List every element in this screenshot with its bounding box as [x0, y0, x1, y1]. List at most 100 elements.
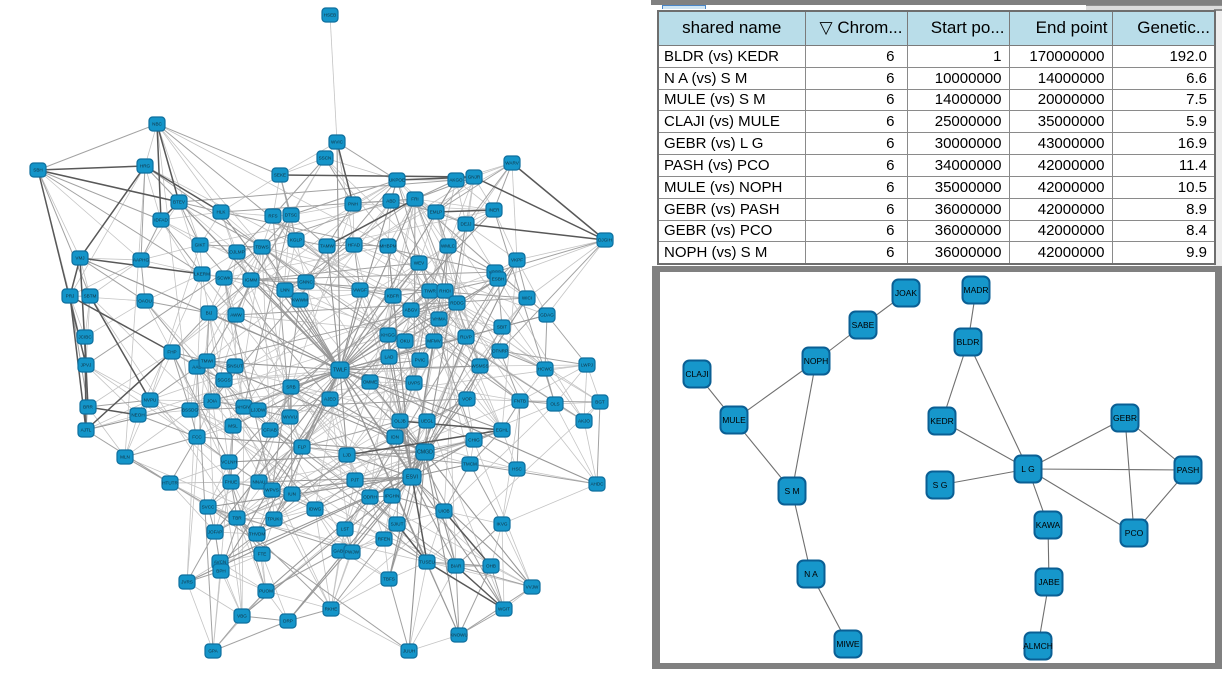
svg-text:BLDR: BLDR — [957, 337, 980, 347]
svg-text:TAMW: TAMW — [320, 244, 334, 249]
svg-text:SSCN: SSCN — [319, 156, 332, 161]
svg-text:OHB: OHB — [486, 564, 496, 569]
svg-text:UEGL: UEGL — [421, 419, 434, 424]
svg-text:LJJDW: LJJDW — [251, 408, 266, 413]
svg-text:PNH: PNH — [348, 202, 358, 207]
svg-text:EMLP: EMLP — [430, 210, 443, 215]
svg-text:HSEB: HSEB — [324, 13, 337, 18]
svg-text:WMLC: WMLC — [441, 244, 456, 249]
svg-text:HTUTR: HTUTR — [162, 481, 178, 486]
svg-text:FHUE: FHUE — [225, 480, 238, 485]
svg-text:JOIA: JOIA — [207, 399, 218, 404]
svg-text:FTE: FTE — [258, 552, 267, 557]
svg-text:AHGIW: AHGIW — [236, 405, 252, 410]
svg-text:FNTB: FNTB — [514, 399, 526, 404]
svg-text:UKPOE: UKPOE — [389, 178, 405, 183]
svg-text:MIWE: MIWE — [836, 639, 859, 649]
svg-text:OAOU: OAOU — [138, 299, 152, 304]
svg-text:JCIBC: JCIBC — [78, 335, 92, 340]
svg-text:INER: INER — [489, 208, 501, 213]
svg-text:RHOI: RHOI — [439, 289, 450, 294]
svg-text:OTNRP: OTNRP — [492, 349, 508, 354]
svg-text:L G: L G — [1021, 464, 1034, 474]
svg-text:MFMV: MFMV — [427, 339, 441, 344]
svg-text:RKHE: RKHE — [325, 607, 338, 612]
svg-text:VCLNH: VCLNH — [221, 460, 237, 465]
svg-text:KWWM: KWWM — [292, 298, 308, 303]
svg-text:PASH: PASH — [1177, 465, 1200, 475]
svg-text:KBFR: KBFR — [387, 294, 400, 299]
svg-text:N A: N A — [804, 569, 818, 579]
svg-text:GNNC: GNNC — [299, 280, 313, 285]
svg-text:MHBPM: MHBPM — [379, 244, 396, 249]
svg-text:IPGHN: IPGHN — [385, 494, 400, 499]
svg-text:TBR: TBR — [232, 516, 242, 521]
svg-text:GIKT: GIKT — [195, 243, 206, 248]
svg-text:SGGS: SGGS — [217, 378, 230, 383]
svg-text:AJTL: AJTL — [81, 428, 92, 433]
svg-text:EGHL: EGHL — [496, 428, 509, 433]
svg-text:AJEO: AJEO — [324, 397, 336, 402]
svg-text:OJLMP: OJLMP — [229, 250, 244, 255]
svg-text:FLP: FLP — [298, 445, 306, 450]
svg-text:VHMA: VHMA — [432, 317, 446, 322]
svg-text:UIOB: UIOB — [438, 509, 449, 514]
svg-text:OKU: OKU — [400, 339, 410, 344]
svg-text:PCO: PCO — [1125, 528, 1144, 538]
svg-text:KEDR: KEDR — [930, 416, 954, 426]
svg-text:PJT: PJT — [351, 478, 359, 483]
svg-text:PRJ: PRJ — [66, 294, 75, 299]
svg-text:BTEV: BTEV — [173, 200, 186, 205]
svg-text:TBWS: TBWS — [255, 245, 268, 250]
svg-text:WSMSS: WSMSS — [471, 364, 488, 369]
svg-text:NOPH: NOPH — [804, 356, 829, 366]
svg-text:IDFAD: IDFAD — [154, 218, 168, 223]
svg-text:CHIG: CHIG — [468, 438, 480, 443]
svg-text:KHGG: KHGG — [381, 333, 395, 338]
svg-text:TBFS: TBFS — [383, 577, 395, 582]
svg-text:LJD: LJD — [343, 453, 352, 458]
svg-text:OLS: OLS — [550, 402, 559, 407]
svg-text:MLN: MLN — [120, 455, 130, 460]
svg-text:VOP: VOP — [462, 397, 472, 402]
svg-text:SNSUT: SNSUT — [227, 364, 243, 369]
svg-text:SCWK: SCWK — [217, 276, 232, 281]
svg-text:ALMCH: ALMCH — [1023, 641, 1053, 651]
svg-text:AKGO: AKGO — [449, 178, 463, 183]
svg-text:LST: LST — [341, 527, 350, 532]
svg-text:JOAK: JOAK — [895, 288, 918, 298]
svg-text:ESBH: ESBH — [492, 277, 505, 282]
svg-text:JOFAP: JOFAP — [208, 530, 223, 535]
svg-text:CMGD: CMGD — [417, 450, 433, 456]
svg-text:WEV: WEV — [414, 261, 425, 266]
svg-text:HCWC: HCWC — [538, 367, 553, 372]
svg-text:NBC: NBC — [152, 122, 162, 127]
svg-text:LAD: LAD — [385, 355, 395, 360]
svg-text:PVIC: PVIC — [415, 358, 426, 363]
svg-text:AAPHG: AAPHG — [133, 258, 150, 263]
svg-text:AVCN: AVCN — [214, 560, 226, 565]
svg-text:THVDM: THVDM — [249, 532, 266, 537]
svg-text:RFS: RFS — [268, 214, 277, 219]
svg-text:NEOH: NEOH — [131, 413, 144, 418]
svg-text:TWLF: TWLF — [333, 368, 347, 374]
svg-text:FRI: FRI — [411, 197, 418, 202]
svg-text:TUSEU: TUSEU — [419, 560, 435, 565]
svg-text:DTSC: DTSC — [285, 213, 298, 218]
svg-text:UVPS: UVPS — [408, 381, 421, 386]
svg-text:LWPJ: LWPJ — [581, 363, 593, 368]
svg-text:VVJW: VVJW — [526, 585, 539, 590]
svg-text:RFEN: RFEN — [378, 537, 391, 542]
svg-text:IKVG: IKVG — [497, 522, 508, 527]
svg-text:AWW: AWW — [230, 313, 242, 318]
svg-text:SBTM: SBTM — [84, 294, 97, 299]
svg-text:RLVP: RLVP — [460, 335, 472, 340]
svg-text:IUN: IUN — [288, 492, 296, 497]
svg-text:KGLP: KGLP — [290, 238, 302, 243]
svg-text:BIJ: BIJ — [206, 311, 213, 316]
svg-text:JABE: JABE — [1038, 577, 1060, 587]
svg-text:LKERM: LKERM — [194, 272, 210, 277]
svg-text:KNOWU: KNOWU — [450, 633, 468, 638]
svg-text:PUOM: PUOM — [259, 589, 273, 594]
svg-text:VKPF: VKPF — [511, 258, 523, 263]
